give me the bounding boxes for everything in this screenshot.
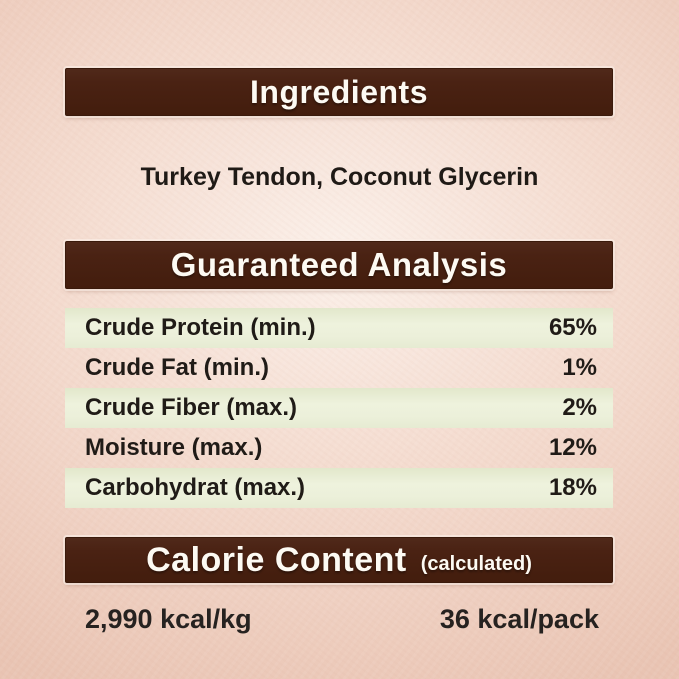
- row-value: 65%: [548, 314, 597, 341]
- row-label: Crude Fat (min.): [85, 354, 269, 381]
- calorie-per-kg: 2,990 kcal/kg: [85, 604, 252, 634]
- table-row-crude-fat: Crude Fat (min.) 1%: [65, 348, 613, 388]
- calorie-values-row: 2,990 kcal/kg 36 kcal/pack: [65, 604, 613, 635]
- calorie-content-title: Calorie Content: [146, 540, 407, 579]
- calorie-per-pack: 36 kcal/pack: [439, 604, 599, 634]
- ingredients-header-bar: Ingredients: [65, 68, 613, 116]
- row-value: 12%: [548, 434, 597, 461]
- table-row-carbohydrate: Carbohydrat (max.) 18%: [65, 468, 613, 508]
- row-value: 1%: [562, 354, 597, 381]
- table-row-moisture: Moisture (max.) 12%: [65, 428, 613, 468]
- row-value: 18%: [548, 474, 597, 501]
- guaranteed-analysis-table: Crude Protein (min.) 65% Crude Fat (min.…: [65, 308, 613, 508]
- table-row-crude-protein: Crude Protein (min.) 65%: [65, 308, 613, 348]
- row-label: Crude Protein (min.): [85, 314, 316, 341]
- row-label: Crude Fiber (max.): [85, 394, 298, 421]
- row-label: Moisture (max.): [85, 434, 263, 461]
- guaranteed-analysis-title: Guaranteed Analysis: [170, 246, 508, 283]
- calorie-content-subtitle: (calculated): [420, 552, 532, 575]
- table-row-crude-fiber: Crude Fiber (max.) 2%: [65, 388, 613, 428]
- row-value: 2%: [562, 394, 597, 421]
- calorie-content-header-bar: Calorie Content (calculated): [65, 537, 613, 583]
- guaranteed-analysis-header-bar: Guaranteed Analysis: [65, 241, 613, 289]
- ingredients-list: Turkey Tendon, Coconut Glycerin: [140, 163, 539, 191]
- row-label: Carbohydrat (max.): [85, 474, 306, 501]
- ingredients-title: Ingredients: [250, 73, 428, 110]
